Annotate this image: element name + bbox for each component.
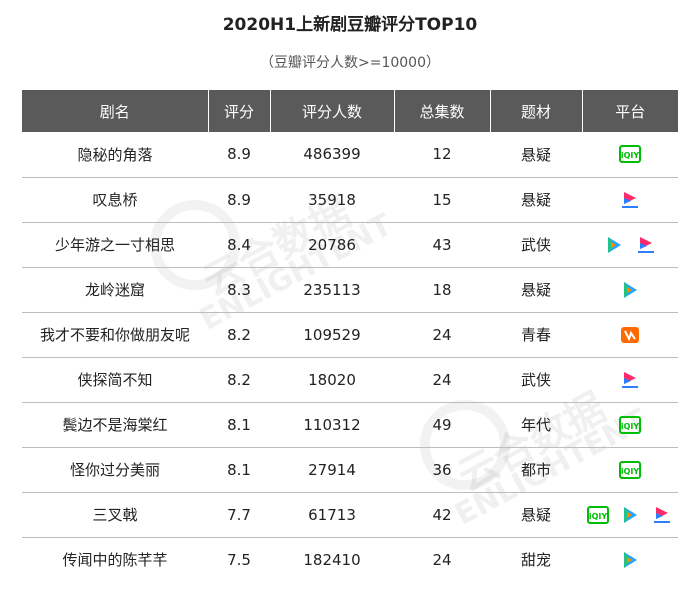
ranking-table: 剧名 评分 评分人数 总集数 题材 平台 隐秘的角落 8.9 486399 12 悬疑 i… — [22, 90, 678, 582]
column-header: 总集数 — [394, 90, 491, 132]
table-row: 传闻中的陈芊芊 7.5 182410 24 甜宠 — [22, 537, 678, 582]
table-body: 隐秘的角落 8.9 486399 12 悬疑 iQIY 叹息桥 8.9 35918 15 悬疑 少年游… — [22, 132, 678, 582]
column-header: 评分 — [208, 90, 271, 132]
platform-cell — [582, 312, 678, 358]
column-header: 评分人数 — [270, 90, 395, 132]
table-row: 鬓边不是海棠红 8.1 110312 49 年代 iQIY — [22, 402, 678, 448]
platform-cell: iQIY — [582, 132, 678, 178]
mango-icon — [619, 324, 641, 346]
table-row: 叹息桥 8.9 35918 15 悬疑 — [22, 177, 678, 223]
raters-cell: 235113 — [270, 267, 394, 313]
genre-cell: 武侠 — [490, 222, 582, 268]
episodes-cell: 15 — [394, 177, 490, 223]
score-cell: 8.9 — [208, 177, 270, 223]
tencent-icon — [619, 504, 641, 526]
drama-name-cell: 龙岭迷窟 — [22, 267, 208, 313]
youku-icon — [651, 504, 673, 526]
raters-cell: 486399 — [270, 132, 394, 178]
svg-text:iQIY: iQIY — [621, 422, 640, 431]
drama-name-cell: 侠探简不知 — [22, 357, 208, 403]
raters-cell: 18020 — [270, 357, 394, 403]
platform-cell — [582, 267, 678, 313]
episodes-cell: 24 — [394, 312, 490, 358]
episodes-cell: 24 — [394, 357, 490, 403]
table-header-row: 剧名 评分 评分人数 总集数 题材 平台 — [22, 90, 678, 132]
drama-name-cell: 鬓边不是海棠红 — [22, 402, 208, 448]
episodes-cell: 12 — [394, 132, 490, 178]
table-row: 三叉戟 7.7 61713 42 悬疑 iQIY — [22, 492, 678, 538]
score-cell: 8.9 — [208, 132, 270, 178]
table-row: 我才不要和你做朋友呢 8.2 109529 24 青春 — [22, 312, 678, 358]
genre-cell: 悬疑 — [490, 177, 582, 223]
episodes-cell: 43 — [394, 222, 490, 268]
platform-cell: iQIY — [582, 492, 678, 538]
youku-icon — [619, 369, 641, 391]
platform-cell — [582, 177, 678, 223]
tencent-icon — [603, 234, 625, 256]
drama-name-cell: 我才不要和你做朋友呢 — [22, 312, 208, 358]
iqiyi-icon: iQIY — [619, 143, 641, 165]
platform-cell — [582, 537, 678, 582]
genre-cell: 武侠 — [490, 357, 582, 403]
genre-cell: 悬疑 — [490, 267, 582, 313]
iqiyi-icon: iQIY — [619, 459, 641, 481]
genre-cell: 悬疑 — [490, 492, 582, 538]
youku-icon — [619, 189, 641, 211]
genre-cell: 悬疑 — [490, 132, 582, 178]
iqiyi-icon: iQIY — [619, 414, 641, 436]
genre-cell: 甜宠 — [520, 551, 551, 570]
iqiyi-icon: iQIY — [587, 504, 609, 526]
episodes-cell: 18 — [394, 267, 490, 313]
drama-name-cell: 三叉戟 — [22, 492, 208, 538]
svg-text:iQIY: iQIY — [621, 151, 640, 160]
table-row: 侠探简不知 8.2 18020 24 武侠 — [22, 357, 678, 403]
drama-name-cell: 传闻中的陈芊芊 — [62, 551, 168, 570]
episodes-cell: 36 — [394, 447, 490, 493]
raters-cell: 35918 — [270, 177, 394, 223]
score-cell: 7.5 — [227, 550, 251, 569]
score-cell: 8.2 — [208, 357, 270, 403]
column-header: 题材 — [490, 90, 583, 132]
episodes-cell: 42 — [394, 492, 490, 538]
column-header: 剧名 — [22, 90, 209, 132]
column-header: 平台 — [582, 90, 678, 132]
tencent-icon — [619, 279, 641, 301]
youku-icon — [635, 234, 657, 256]
raters-cell: 61713 — [270, 492, 394, 538]
svg-text:iQIY: iQIY — [589, 512, 608, 521]
drama-name-cell: 隐秘的角落 — [22, 132, 208, 178]
drama-name-cell: 叹息桥 — [22, 177, 208, 223]
score-cell: 8.1 — [208, 402, 270, 448]
chart-title: 2020H1上新剧豆瓣评分TOP10 — [222, 15, 478, 35]
score-cell: 8.2 — [208, 312, 270, 358]
drama-name-cell: 少年游之一寸相思 — [22, 222, 208, 268]
genre-cell: 都市 — [490, 447, 582, 493]
score-cell: 7.7 — [208, 492, 270, 538]
raters-cell: 109529 — [270, 312, 394, 358]
raters-cell: 20786 — [270, 222, 394, 268]
raters-cell: 182410 — [303, 550, 361, 569]
chart-subtitle: （豆瓣评分人数>=10000） — [260, 55, 440, 71]
platform-cell: iQIY — [582, 402, 678, 448]
table-row: 隐秘的角落 8.9 486399 12 悬疑 iQIY — [22, 132, 678, 178]
table-row: 龙岭迷窟 8.3 235113 18 悬疑 — [22, 267, 678, 313]
svg-text:iQIY: iQIY — [621, 467, 640, 476]
table-row: 怪你过分美丽 8.1 27914 36 都市 iQIY — [22, 447, 678, 493]
tencent-icon — [619, 549, 641, 571]
score-cell: 8.3 — [208, 267, 270, 313]
score-cell: 8.4 — [208, 222, 270, 268]
platform-cell — [582, 222, 678, 268]
platform-cell — [582, 357, 678, 403]
raters-cell: 110312 — [270, 402, 394, 448]
drama-name-cell: 怪你过分美丽 — [22, 447, 208, 493]
episodes-cell: 49 — [394, 402, 490, 448]
raters-cell: 27914 — [270, 447, 394, 493]
table-row: 少年游之一寸相思 8.4 20786 43 武侠 — [22, 222, 678, 268]
genre-cell: 青春 — [490, 312, 582, 358]
platform-cell: iQIY — [582, 447, 678, 493]
episodes-cell: 24 — [432, 550, 452, 569]
genre-cell: 年代 — [490, 402, 582, 448]
score-cell: 8.1 — [208, 447, 270, 493]
